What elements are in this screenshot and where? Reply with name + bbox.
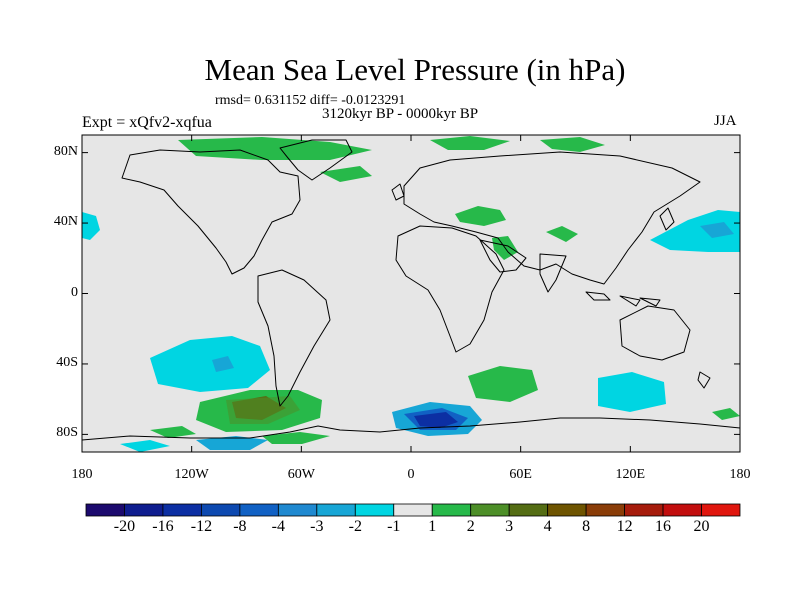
colorbar-swatch: [201, 503, 241, 517]
chart-title: Mean Sea Level Pressure (in hPa): [204, 52, 626, 87]
colorbar-swatch: [470, 503, 510, 517]
colorbar-label: 20: [693, 518, 710, 535]
lat-tick-label: 40N: [53, 214, 78, 230]
arctic-positive-region: [178, 137, 372, 160]
coastline-layer: [81, 139, 741, 441]
axis-ticks: [81, 135, 741, 452]
lon-tick-label: 60W: [287, 467, 315, 482]
antarctic-negative-region: [196, 436, 268, 450]
north-america-coastline: [121, 149, 301, 275]
north-pacific-core: [700, 222, 734, 238]
anomaly-field-layer: [82, 136, 740, 452]
lon-tick-label: 60E: [509, 467, 532, 482]
map-frame: [81, 134, 741, 453]
colorbar-swatch: [85, 503, 125, 517]
colorbar-label: -16: [152, 518, 174, 535]
india-coastline: [539, 253, 567, 293]
colorbar-swatch: [662, 503, 702, 517]
colorbar-label: 8: [582, 518, 591, 535]
south-indian-negative-region: [598, 372, 666, 412]
season-label: JJA: [714, 113, 737, 129]
arctic-positive-region-4: [320, 166, 372, 182]
north-pacific-negative-region: [650, 210, 740, 252]
colorbar-swatch: [585, 503, 625, 517]
colorbar-label: 12: [616, 518, 633, 535]
colorbar-swatch: [124, 503, 164, 517]
antarctic-positive-region-3: [712, 408, 740, 420]
eurasia-positive-region: [455, 206, 506, 226]
colorbar-label: -12: [190, 518, 213, 535]
arabia-coastline: [479, 239, 527, 273]
colorbar-label: 3: [505, 518, 514, 535]
lat-tick-label: 40S: [56, 354, 78, 370]
colorbar-swatch: [547, 503, 587, 517]
colorbar-swatch: [701, 503, 741, 517]
antarctic-positive-region-2: [150, 426, 196, 438]
colorbar-swatch: [316, 503, 356, 517]
colorbar-label: 1: [428, 518, 437, 535]
colorbar-label: -4: [271, 518, 285, 535]
colorbar-swatch: [162, 503, 202, 517]
lat-tick-label: 0: [71, 284, 78, 300]
colorbar-swatch: [393, 503, 433, 517]
lon-tick-label: 120E: [615, 467, 646, 482]
colorbar-swatch: [508, 503, 549, 517]
south-america-coastline: [257, 269, 331, 407]
lon-tick-label: 0: [407, 467, 415, 482]
indian-ocean-positive-region: [468, 366, 538, 402]
lon-tick-label: 120W: [174, 467, 209, 482]
eurasia-coastline: [403, 151, 701, 285]
lon-tick-label: 180: [71, 467, 93, 482]
antarctica-coastline: [81, 417, 741, 441]
arctic-positive-region-3: [540, 137, 605, 152]
lat-tick-label: 80S: [56, 425, 78, 441]
south-pacific-negative-region: [150, 336, 270, 392]
colorbar-swatch: [239, 503, 279, 517]
experiment-label: Expt = xQfv2-xqfua: [82, 114, 212, 131]
colorbar-label: 16: [655, 518, 672, 535]
island-coastlines: [391, 183, 711, 389]
africa-coastline: [395, 225, 505, 353]
colorbar-label: -8: [233, 518, 247, 535]
south-ocean-positive-mid: [226, 396, 300, 424]
time-period-label: 3120kyr BP - 0000kyr BP: [322, 106, 479, 122]
colorbar-swatch: [624, 503, 664, 517]
antarctic-atlantic-negative-core: [414, 412, 458, 428]
colorbar-label: -20: [113, 518, 136, 535]
colorbar-label: 2: [466, 518, 475, 535]
lon-tick-label: 180: [729, 467, 751, 482]
australia-coastline: [619, 305, 691, 361]
south-pacific-core: [212, 356, 234, 372]
arctic-positive-region-2: [430, 136, 510, 150]
west-pacific-negative-region: [82, 212, 100, 240]
rmsd-diff-stats: rmsd= 0.631152 diff= -0.0123291: [215, 93, 406, 108]
greenland-coastline: [279, 139, 353, 181]
colorbar-label: -3: [310, 518, 324, 535]
colorbar-label: -2: [348, 518, 362, 535]
antarctic-negative-region-2: [120, 440, 170, 452]
colorbar-label: 4: [543, 518, 552, 535]
colorbar-swatch: [431, 503, 472, 517]
lat-tick-label: 80N: [53, 143, 78, 159]
colorbar: [85, 503, 741, 517]
colorbar-swatch: [354, 503, 395, 517]
asia-positive-region: [546, 226, 578, 242]
antarctic-positive-region: [262, 432, 330, 444]
colorbar-label: -1: [387, 518, 401, 535]
colorbar-swatch: [277, 503, 318, 517]
